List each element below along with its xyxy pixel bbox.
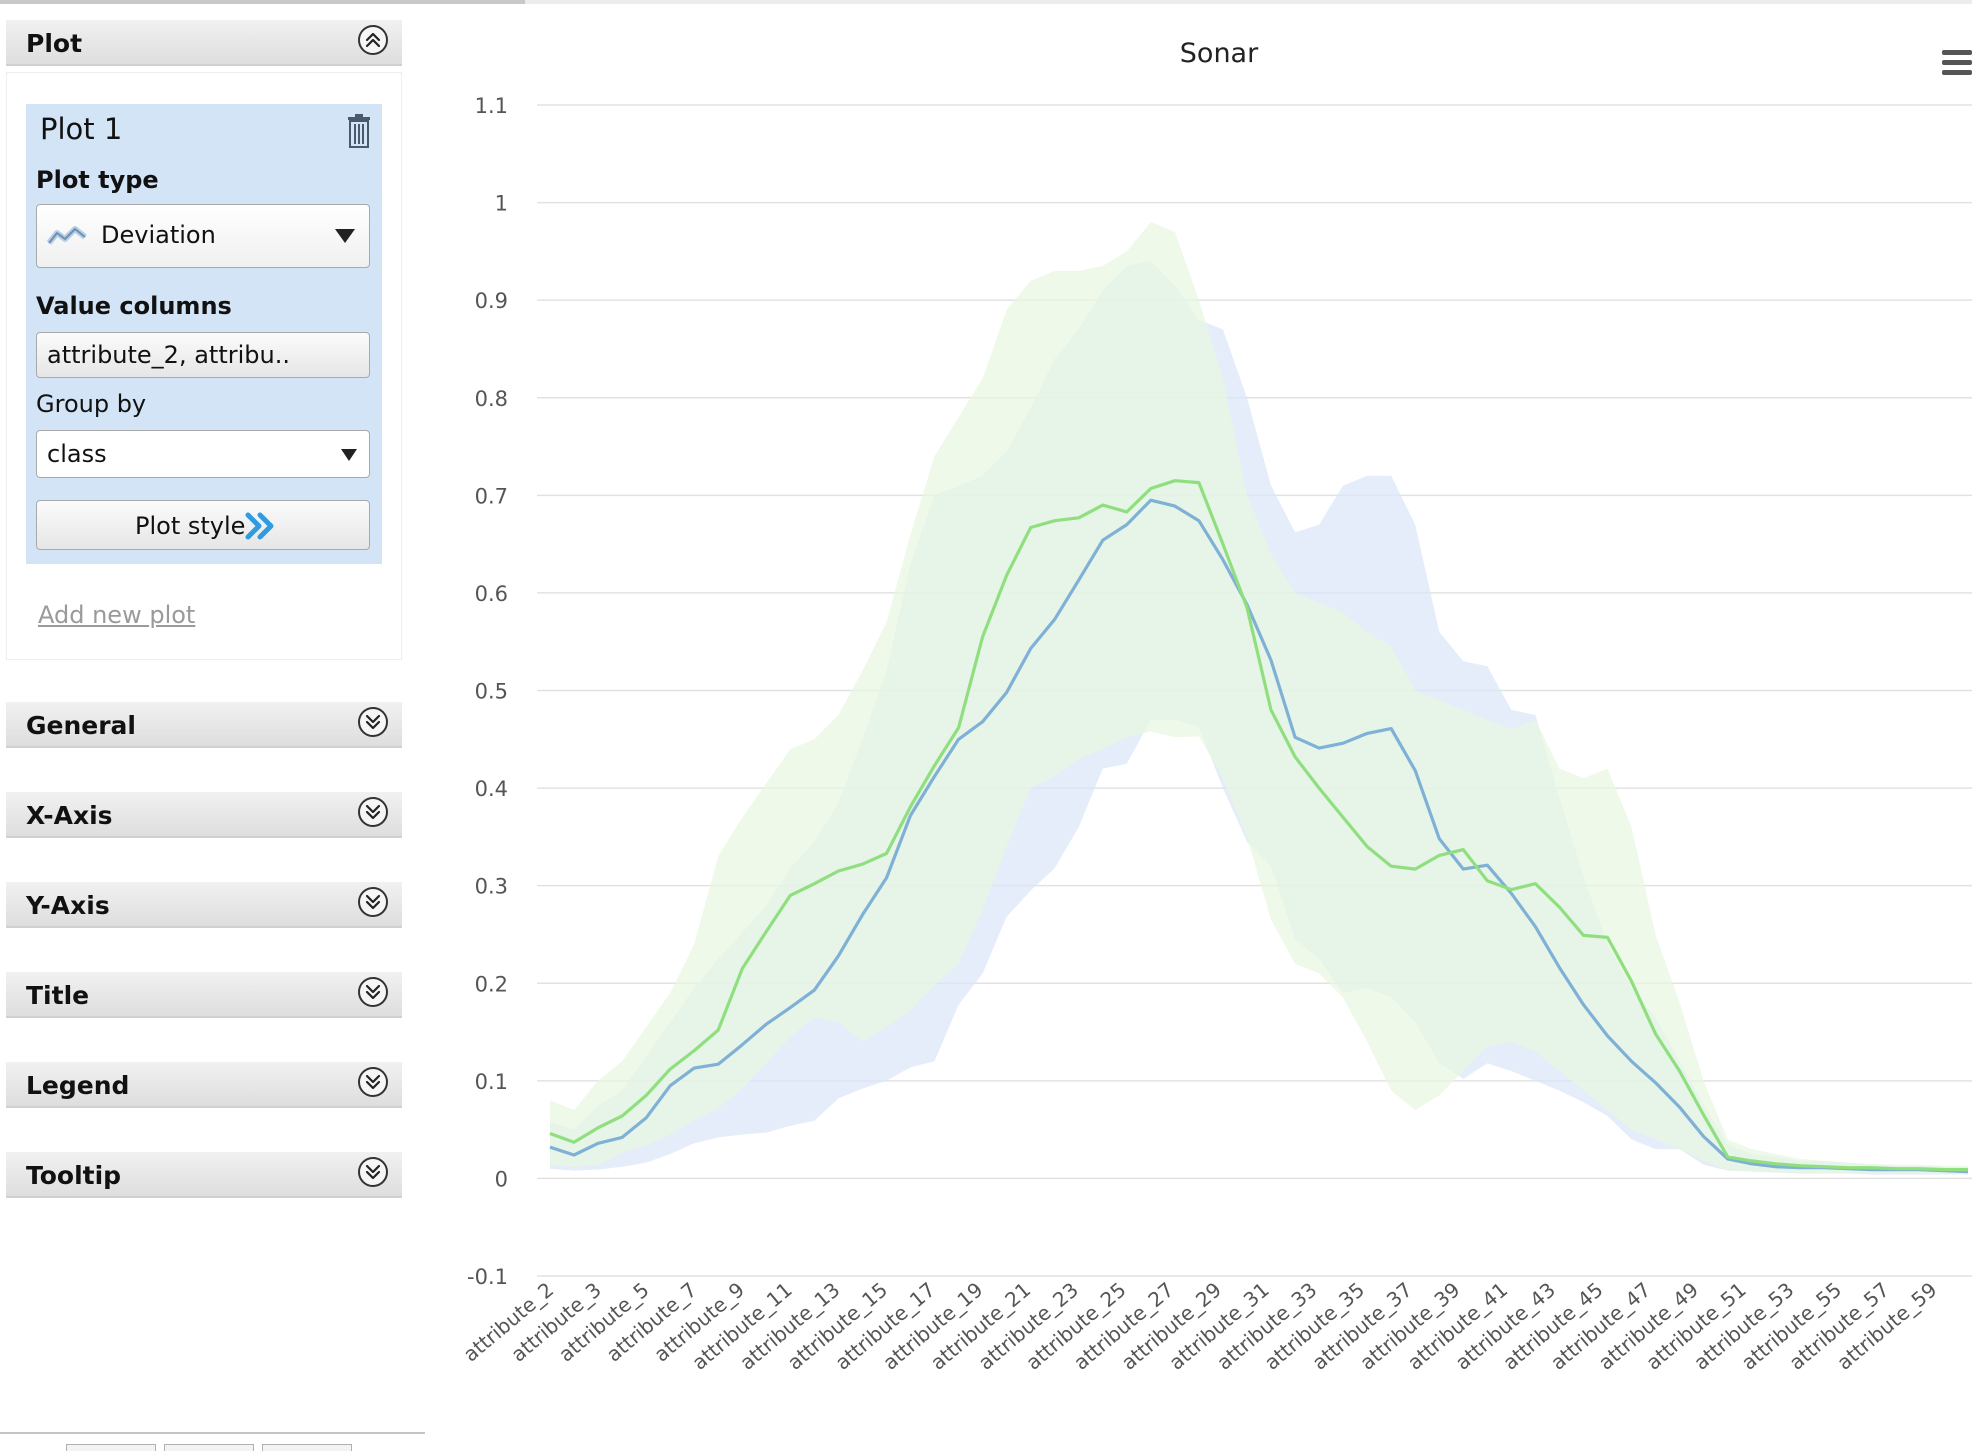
section-label-plot: Plot	[26, 29, 83, 58]
y-tick-label: 1.1	[475, 94, 508, 118]
section-label: X-Axis	[26, 801, 113, 830]
value-columns-value: attribute_2, attribu..	[47, 341, 290, 369]
series-line	[549, 498, 1969, 1174]
section-header-tooltip[interactable]: Tooltip	[6, 1152, 402, 1198]
section-header-title[interactable]: Title	[6, 972, 402, 1018]
sidebar: Plot Plot 1 Plot type	[0, 0, 430, 1451]
deviation-band	[550, 222, 1968, 1175]
progress-bar	[0, 0, 525, 4]
expand-icon[interactable]	[358, 1157, 388, 1187]
collapse-icon[interactable]	[358, 25, 388, 55]
group-by-dropdown[interactable]: class	[36, 430, 370, 478]
chart-title: Sonar	[1180, 38, 1259, 69]
plot-card-title: Plot 1	[40, 112, 123, 146]
y-tick-label: 0.7	[475, 484, 508, 508]
plot-type-label: Plot type	[36, 166, 159, 194]
plot-style-label: Plot style	[135, 512, 246, 540]
trash-icon[interactable]	[346, 114, 372, 148]
section-label: General	[26, 711, 136, 740]
value-columns-label: Value columns	[36, 292, 232, 320]
plot-card: Plot 1 Plot type Deviation Value co	[26, 104, 382, 564]
section-header-general[interactable]: General	[6, 702, 402, 748]
section-label: Y-Axis	[26, 891, 110, 920]
group-by-value: class	[47, 440, 107, 468]
y-tick-label: 0.1	[475, 1070, 508, 1094]
expand-icon[interactable]	[358, 707, 388, 737]
expand-icon[interactable]	[358, 977, 388, 1007]
y-tick-label: 0	[495, 1167, 508, 1191]
section-label: Title	[26, 981, 90, 1010]
chart-area: Sonar -0.1 0 0.1 0.2 0.3 0.4 0.5 0.6 0.7 0.8 0.9 1 1.…	[425, 0, 1972, 1448]
chart-svg: Sonar -0.1 0 0.1 0.2 0.3 0.4 0.5 0.6 0.7 0.8 0.9 1 1.…	[459, 38, 1972, 1375]
y-tick-label: 0.2	[475, 972, 508, 996]
y-tick-label: 1	[495, 192, 508, 216]
section-header-legend[interactable]: Legend	[6, 1062, 402, 1108]
value-columns-button[interactable]: attribute_2, attribu..	[36, 332, 370, 378]
expand-icon[interactable]	[358, 887, 388, 917]
section-header-x-axis[interactable]: X-Axis	[6, 792, 402, 838]
y-tick-label: 0.6	[475, 582, 508, 606]
section-label: Legend	[26, 1071, 130, 1100]
top-divider	[525, 0, 1972, 4]
y-tick-label: 0.5	[475, 680, 508, 704]
y-tick-label: 0.9	[475, 289, 508, 313]
chevron-down-icon	[335, 229, 355, 243]
add-new-plot-link[interactable]: Add new plot	[38, 601, 196, 629]
plot-type-value: Deviation	[101, 221, 216, 249]
expand-icon[interactable]	[358, 797, 388, 827]
expand-icon[interactable]	[358, 1067, 388, 1097]
section-label: Tooltip	[26, 1161, 122, 1190]
y-tick-label: 0.4	[475, 777, 508, 801]
chevron-down-icon	[341, 449, 357, 461]
plot-type-dropdown[interactable]: Deviation	[36, 204, 370, 268]
deviation-icon	[46, 223, 87, 253]
section-header-plot[interactable]: Plot	[6, 20, 402, 66]
section-header-y-axis[interactable]: Y-Axis	[6, 882, 402, 928]
y-tick-label: 0.3	[475, 875, 508, 899]
sidebar-bottom-divider	[0, 1432, 425, 1434]
menu-icon[interactable]	[1940, 48, 1972, 78]
y-tick-label: -0.1	[467, 1265, 508, 1289]
double-chevron-right-icon	[245, 512, 277, 544]
plot-style-button[interactable]: Plot style	[36, 500, 370, 550]
group-by-label: Group by	[36, 390, 147, 418]
series-line	[549, 479, 1968, 1172]
y-tick-label: 0.8	[475, 387, 508, 411]
